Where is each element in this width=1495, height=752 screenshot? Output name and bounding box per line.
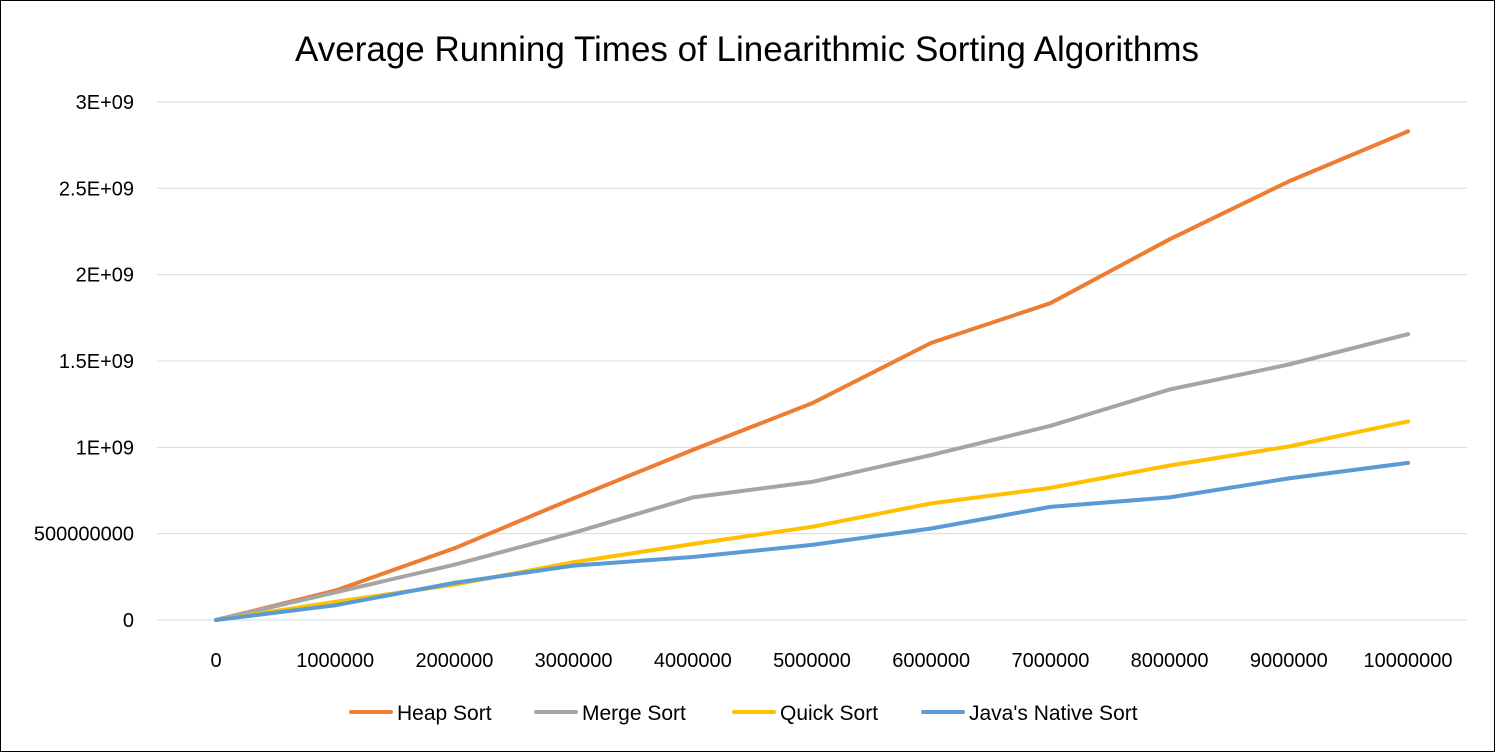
data-point-quick-sort bbox=[690, 542, 695, 547]
x-tick-label: 7000000 bbox=[1011, 650, 1089, 672]
data-point-merge-sort bbox=[1406, 332, 1410, 337]
data-point-merge-sort bbox=[690, 495, 695, 500]
x-tick-label: 3000000 bbox=[535, 650, 613, 672]
y-tick-label: 0 bbox=[123, 610, 134, 632]
grid-layer bbox=[157, 101, 1467, 621]
legend: Heap Sort Merge Sort Quick Sort Java's Nati… bbox=[349, 702, 1138, 725]
data-point-heap-sort bbox=[571, 496, 576, 501]
data-point-java-s-native-sort bbox=[1406, 460, 1410, 465]
series-line-quick-sort bbox=[214, 419, 1410, 622]
data-point-heap-sort bbox=[1286, 179, 1291, 184]
data-point-merge-sort bbox=[1286, 362, 1291, 367]
series-line-java-s-native-sort bbox=[214, 460, 1410, 622]
data-point-merge-sort bbox=[452, 562, 457, 567]
data-point-merge-sort bbox=[1048, 423, 1053, 428]
legend-label-heap-sort: Heap Sort bbox=[397, 702, 492, 725]
y-tick-label: 500000000 bbox=[34, 524, 134, 546]
data-point-heap-sort bbox=[1167, 237, 1172, 242]
x-tick-label: 5000000 bbox=[773, 650, 851, 672]
x-tick-label: 4000000 bbox=[654, 650, 732, 672]
x-tick-label: 6000000 bbox=[892, 650, 970, 672]
data-point-quick-sort bbox=[1286, 444, 1291, 449]
data-point-heap-sort bbox=[452, 546, 457, 551]
data-point-java-s-native-sort bbox=[690, 554, 695, 559]
x-tick-label: 2000000 bbox=[415, 650, 493, 672]
y-tick-label: 3E+09 bbox=[76, 92, 134, 114]
data-point-quick-sort bbox=[1048, 485, 1053, 490]
data-point-merge-sort bbox=[810, 479, 814, 484]
data-point-java-s-native-sort bbox=[929, 526, 934, 531]
data-point-java-s-native-sort bbox=[333, 603, 338, 608]
data-point-java-s-native-sort bbox=[810, 542, 814, 547]
data-point-quick-sort bbox=[929, 501, 934, 506]
data-point-heap-sort bbox=[690, 447, 695, 452]
data-point-merge-sort bbox=[929, 453, 934, 458]
series-layer bbox=[214, 129, 1410, 622]
data-point-quick-sort bbox=[810, 524, 814, 529]
x-tick-label: 9000000 bbox=[1250, 650, 1328, 672]
data-point-java-s-native-sort bbox=[214, 618, 218, 622]
legend-label-java-s-native-sort: Java's Native Sort bbox=[969, 702, 1138, 725]
x-axis-ticks: 0 1000000 2000000 3000000 4000000 5000000 6000… bbox=[210, 650, 1452, 672]
data-point-quick-sort bbox=[571, 560, 576, 565]
data-point-java-s-native-sort bbox=[1286, 476, 1291, 481]
data-point-heap-sort bbox=[929, 340, 934, 345]
y-tick-label: 2E+09 bbox=[76, 265, 134, 287]
data-point-heap-sort bbox=[1406, 129, 1410, 134]
y-tick-label: 1E+09 bbox=[76, 437, 134, 459]
data-point-java-s-native-sort bbox=[571, 563, 576, 568]
data-point-quick-sort bbox=[1406, 419, 1410, 424]
data-point-quick-sort bbox=[1167, 463, 1172, 468]
y-tick-label: 2.5E+09 bbox=[59, 178, 134, 200]
x-tick-label: 10000000 bbox=[1364, 650, 1453, 672]
data-point-quick-sort bbox=[333, 599, 338, 604]
data-point-java-s-native-sort bbox=[1167, 495, 1172, 500]
series-line-merge-sort bbox=[214, 332, 1410, 622]
data-point-merge-sort bbox=[1167, 387, 1172, 392]
legend-label-quick-sort: Quick Sort bbox=[780, 702, 878, 725]
y-tick-label: 1.5E+09 bbox=[59, 351, 134, 373]
data-point-java-s-native-sort bbox=[452, 580, 457, 585]
data-point-heap-sort bbox=[1048, 301, 1053, 306]
x-tick-label: 0 bbox=[210, 650, 221, 672]
x-tick-label: 8000000 bbox=[1131, 650, 1209, 672]
data-point-heap-sort bbox=[810, 401, 814, 406]
chart-title: Average Running Times of Linearithmic So… bbox=[295, 30, 1199, 69]
data-point-merge-sort bbox=[571, 530, 576, 535]
x-tick-label: 1000000 bbox=[296, 650, 374, 672]
y-axis-ticks: 0 500000000 1E+09 1.5E+09 2E+09 2.5E+09 3E+09 bbox=[34, 92, 134, 632]
data-point-merge-sort bbox=[333, 590, 338, 595]
legend-label-merge-sort: Merge Sort bbox=[582, 702, 686, 725]
data-point-java-s-native-sort bbox=[1048, 504, 1053, 509]
